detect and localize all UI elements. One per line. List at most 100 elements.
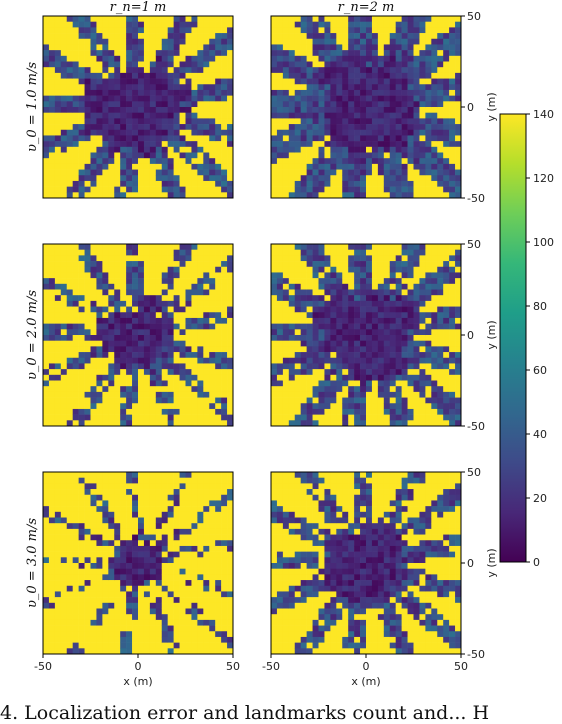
heatmap-cell	[60, 642, 68, 649]
heatmap-cell	[66, 169, 73, 176]
heatmap-cell	[455, 249, 462, 256]
heatmap-cell	[425, 169, 432, 176]
heatmap-cell	[366, 67, 373, 74]
heatmap-cell	[377, 408, 385, 415]
heatmap-cell	[167, 186, 174, 193]
heatmap-cell	[455, 380, 462, 387]
heatmap-cell	[455, 67, 462, 74]
heatmap-cell	[54, 186, 62, 193]
heatmap-cell	[114, 249, 121, 256]
heatmap-cell	[173, 614, 180, 621]
heatmap-cell	[102, 511, 109, 518]
heatmap-cell	[401, 420, 408, 427]
heatmap-cell	[48, 129, 56, 136]
heatmap-cell	[155, 403, 163, 410]
heatmap-cell	[96, 477, 103, 484]
heatmap-cell	[197, 506, 204, 513]
heatmap-cell	[84, 124, 91, 131]
heatmap-cell	[294, 33, 301, 40]
heatmap-cell	[215, 163, 222, 170]
heatmap-cell	[143, 534, 151, 541]
heatmap-cell	[221, 323, 228, 330]
heatmap-cell	[431, 101, 438, 108]
heatmap-cell	[383, 107, 391, 113]
heatmap-cell	[84, 477, 91, 484]
heatmap-cell	[108, 101, 115, 108]
heatmap-cell	[300, 169, 307, 176]
heatmap-cell	[431, 386, 438, 393]
heatmap-cell	[437, 386, 444, 393]
heatmap-cell	[342, 414, 349, 421]
heatmap-cell	[437, 118, 444, 125]
heatmap-cell	[48, 357, 56, 364]
heatmap-cell	[126, 38, 133, 45]
heatmap-cell	[132, 135, 139, 142]
heatmap-cell	[167, 585, 174, 592]
heatmap-cell	[108, 261, 115, 268]
heatmap-cell	[72, 602, 79, 609]
heatmap-cell	[282, 146, 290, 153]
heatmap-cell	[191, 346, 198, 353]
heatmap-cell	[449, 61, 456, 68]
heatmap-cell	[191, 289, 198, 296]
heatmap-cell	[185, 16, 192, 22]
heatmap-cell	[300, 101, 307, 108]
heatmap-cell	[60, 534, 68, 541]
heatmap-cell	[54, 33, 62, 40]
heatmap-cell	[108, 146, 115, 153]
heatmap-cell	[342, 38, 349, 45]
heatmap-cell	[108, 340, 115, 347]
heatmap-cell	[173, 511, 180, 518]
heatmap-cell	[66, 500, 73, 507]
heatmap-cell	[120, 295, 127, 302]
heatmap-cell	[132, 551, 139, 558]
heatmap-cell	[126, 631, 133, 638]
heatmap-cell	[54, 141, 62, 148]
heatmap-cell	[155, 244, 163, 250]
heatmap-cell	[407, 261, 414, 268]
heatmap-cell	[161, 631, 168, 638]
heatmap-cell	[354, 89, 361, 96]
heatmap-cell	[114, 67, 121, 74]
heatmap-cell	[425, 112, 432, 119]
heatmap-cell	[185, 369, 192, 376]
heatmap-cell	[324, 335, 331, 341]
heatmap-cell	[143, 528, 151, 535]
heatmap-cell	[282, 44, 290, 51]
heatmap-cell	[155, 363, 163, 370]
heatmap-cell	[149, 340, 157, 347]
heatmap-cell	[108, 180, 115, 187]
heatmap-cell	[78, 551, 85, 558]
heatmap-cell	[143, 175, 151, 182]
heatmap-cell	[407, 135, 414, 142]
heatmap-cell	[48, 391, 56, 398]
heatmap-cell	[342, 175, 349, 182]
heatmap-cell	[48, 551, 56, 558]
heatmap-cell	[173, 414, 180, 421]
heatmap-cell	[108, 557, 115, 564]
heatmap-cell	[336, 244, 343, 250]
heatmap-cell	[108, 152, 115, 159]
heatmap-cell	[108, 112, 115, 119]
heatmap-cell	[84, 152, 91, 159]
heatmap-cell	[215, 27, 222, 34]
heatmap-cell	[419, 261, 426, 268]
heatmap-cell	[54, 340, 62, 347]
heatmap-cell	[389, 391, 396, 398]
heatmap-cell	[197, 602, 204, 609]
heatmap-cell	[306, 323, 313, 330]
heatmap-cell	[132, 580, 139, 587]
heatmap-cell	[354, 329, 361, 336]
heatmap-cell	[138, 528, 145, 535]
heatmap-cell	[377, 124, 385, 131]
heatmap-cell	[66, 306, 73, 313]
heatmap-cell	[108, 55, 115, 62]
heatmap-cell	[96, 557, 103, 564]
heatmap-cell	[114, 489, 121, 496]
heatmap-cell	[318, 380, 325, 387]
heatmap-cell	[407, 180, 414, 187]
heatmap-cell	[167, 352, 174, 359]
heatmap-cell	[43, 300, 50, 307]
heatmap-cell	[203, 300, 210, 307]
heatmap-cell	[84, 78, 91, 85]
